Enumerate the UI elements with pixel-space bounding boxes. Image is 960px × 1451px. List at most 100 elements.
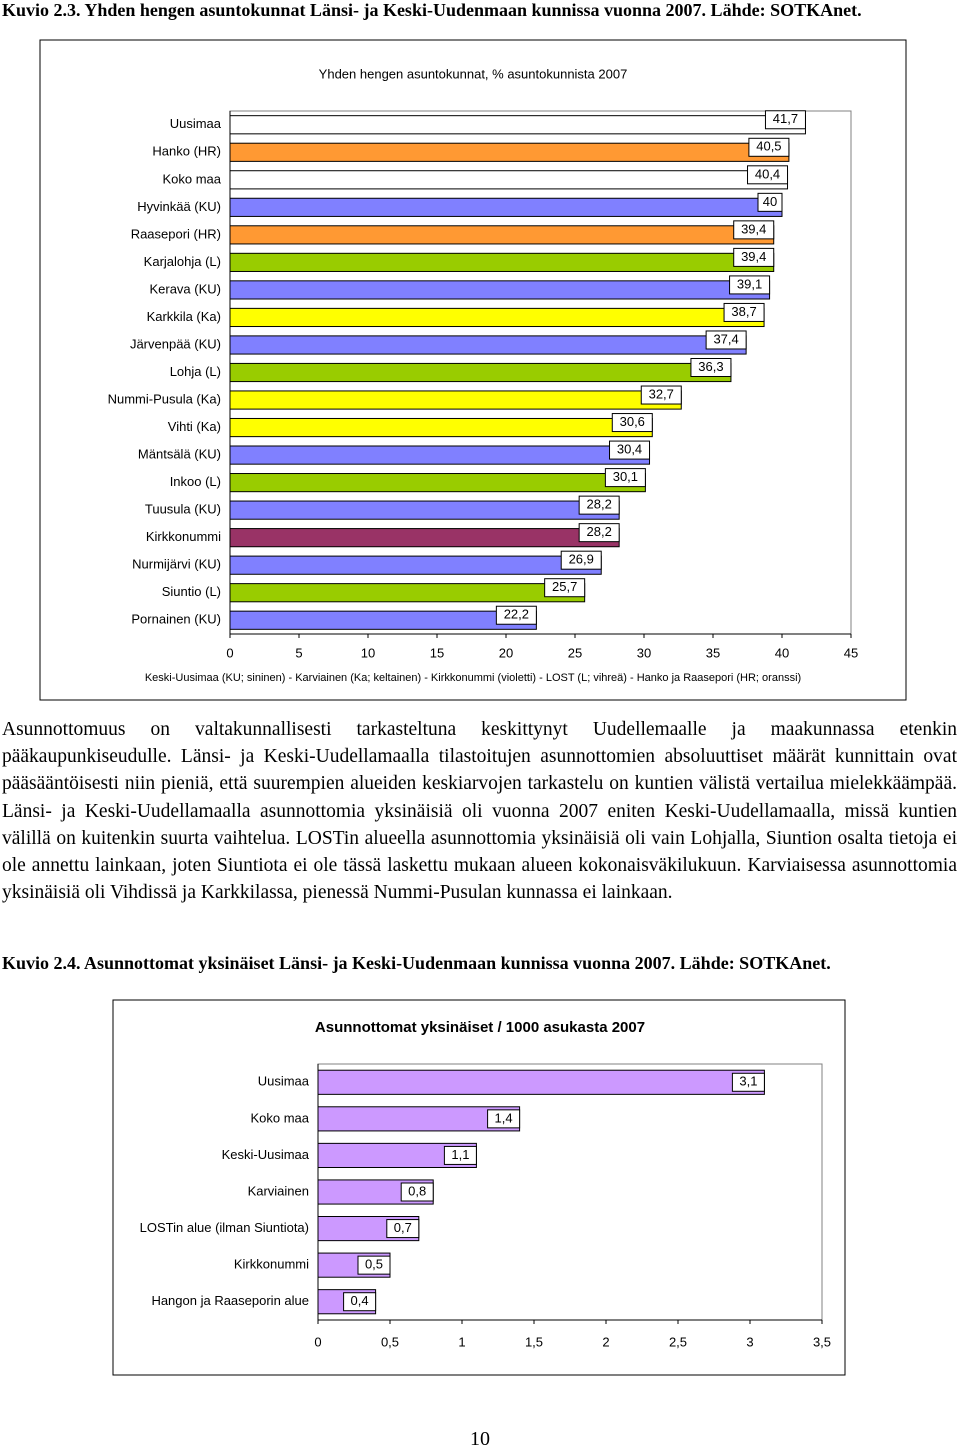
page-number: 10 [470, 1428, 490, 1450]
value-label-box [747, 165, 789, 185]
x-tick-label: 0 [226, 645, 233, 660]
y-tick-label: Vihti (Ka) [168, 419, 221, 434]
x-tick-label: 0,5 [381, 1334, 399, 1349]
y-tick-label: Uusimaa [258, 1074, 310, 1089]
x-tick-label: 2 [602, 1334, 609, 1349]
chart-title: Asunnottomat yksinäiset / 1000 asukasta … [315, 1019, 645, 1036]
value-label: 28,2 [587, 524, 612, 539]
value-label: 1,1 [451, 1147, 469, 1162]
value-label: 40 [763, 194, 777, 209]
y-tick-label: Karviainen [248, 1183, 309, 1198]
value-label: 0,8 [408, 1183, 426, 1198]
caption: Kuvio 2.3. Yhden hengen asuntokunnat Län… [2, 0, 862, 20]
value-label-box [729, 275, 771, 295]
value-label-box [731, 1072, 765, 1092]
y-tick-label: Karkkila (Ka) [147, 309, 221, 324]
y-tick-label: Pornainen (KU) [131, 612, 221, 627]
y-tick-label: Koko maa [250, 1110, 309, 1125]
value-label: 40,4 [755, 166, 780, 181]
y-tick-label: Kirkkonummi [234, 1257, 309, 1272]
x-tick-label: 15 [430, 645, 444, 660]
value-label-box [544, 578, 586, 598]
value-label-box [690, 358, 732, 377]
y-tick-label: Koko maa [162, 171, 221, 186]
value-label: 32,7 [649, 386, 674, 401]
x-tick-label: 5 [295, 645, 302, 660]
paragraph: Asunnottomuus on valtakunnallisesti tark… [2, 719, 957, 904]
value-label-box [560, 550, 602, 570]
value-label: 0,4 [351, 1293, 369, 1308]
value-label: 30,1 [613, 469, 638, 484]
x-tick-label: 40 [775, 645, 789, 660]
x-tick-label: 20 [499, 645, 513, 660]
y-tick-label: Uusimaa [170, 116, 222, 131]
y-tick-label: Kerava (KU) [149, 281, 221, 296]
bar [317, 1069, 765, 1095]
value-label: 30,4 [617, 442, 642, 457]
y-tick-label: Karjalohja (L) [144, 254, 221, 269]
y-tick-label: Järvenpää (KU) [130, 336, 221, 351]
value-label-box [386, 1219, 420, 1239]
y-tick-label: Tuusula (KU) [145, 502, 221, 517]
value-label-box [443, 1145, 477, 1165]
y-tick-label: Kirkkonummi [146, 529, 221, 544]
value-label: 37,4 [713, 331, 738, 346]
value-label-box [757, 192, 783, 212]
x-tick-label: 30 [637, 645, 651, 660]
x-tick-label: 10 [361, 645, 375, 660]
value-label-box [495, 605, 537, 625]
value-label: 22,2 [504, 607, 529, 622]
value-label-box [611, 413, 653, 433]
caption: Kuvio 2.4. Asunnottomat yksinäiset Länsi… [2, 953, 831, 973]
y-tick-label: Nurmijärvi (KU) [132, 557, 221, 572]
x-tick-label: 1,5 [525, 1334, 543, 1349]
value-label: 0,7 [394, 1220, 412, 1235]
chart-title: Yhden hengen asuntokunnat, % asuntokunni… [319, 66, 628, 81]
y-tick-label: LOSTin alue (ilman Siuntiota) [140, 1220, 309, 1235]
y-tick-label: Inkoo (L) [170, 474, 221, 489]
y-tick-label: Hangon ja Raaseporin alue [151, 1293, 309, 1308]
y-tick-label: Nummi-Pusula (Ka) [108, 391, 221, 406]
value-label-box [733, 247, 775, 267]
y-tick-label: Hanko (HR) [152, 144, 221, 159]
value-label-box [748, 137, 790, 157]
value-label: 36,3 [698, 359, 723, 374]
value-label: 39,1 [737, 276, 762, 291]
value-label-box [764, 110, 806, 130]
value-label-box [733, 220, 775, 240]
chart-note: Keski-Uusimaa (KU; sininen) - Karviainen… [145, 672, 801, 684]
value-label-box [357, 1255, 391, 1275]
value-label: 39,4 [741, 249, 766, 264]
value-label-box [705, 330, 747, 350]
value-label: 3,1 [739, 1074, 757, 1089]
x-tick-label: 2,5 [669, 1334, 687, 1349]
value-label: 39,4 [741, 221, 766, 236]
value-label: 25,7 [552, 579, 577, 594]
chart: Asunnottomat yksinäiset / 1000 asukasta … [112, 999, 846, 1376]
value-label: 1,4 [495, 1110, 513, 1125]
x-tick-label: 3,5 [813, 1334, 831, 1349]
value-label-box [723, 302, 765, 322]
value-label: 0,5 [365, 1257, 383, 1272]
value-label-box [343, 1292, 377, 1312]
x-tick-label: 0 [314, 1334, 321, 1349]
value-label-box [578, 495, 620, 515]
value-label-box [604, 468, 646, 488]
value-label-box [400, 1182, 434, 1202]
y-tick-label: Siuntio (L) [162, 584, 221, 599]
x-tick-label: 1 [458, 1334, 465, 1349]
y-tick-label: Keski-Uusimaa [222, 1147, 310, 1162]
y-tick-label: Raasepori (HR) [131, 226, 221, 241]
value-label: 41,7 [773, 111, 798, 126]
x-tick-label: 3 [746, 1334, 753, 1349]
value-label: 28,2 [587, 497, 612, 512]
value-label-box [578, 523, 620, 543]
value-label: 26,9 [569, 552, 594, 567]
x-tick-label: 45 [844, 645, 858, 660]
bar [317, 1106, 521, 1132]
value-label-box [487, 1109, 521, 1129]
value-label: 40,5 [756, 139, 781, 154]
value-label: 38,7 [731, 304, 756, 319]
value-label: 30,6 [620, 414, 645, 429]
